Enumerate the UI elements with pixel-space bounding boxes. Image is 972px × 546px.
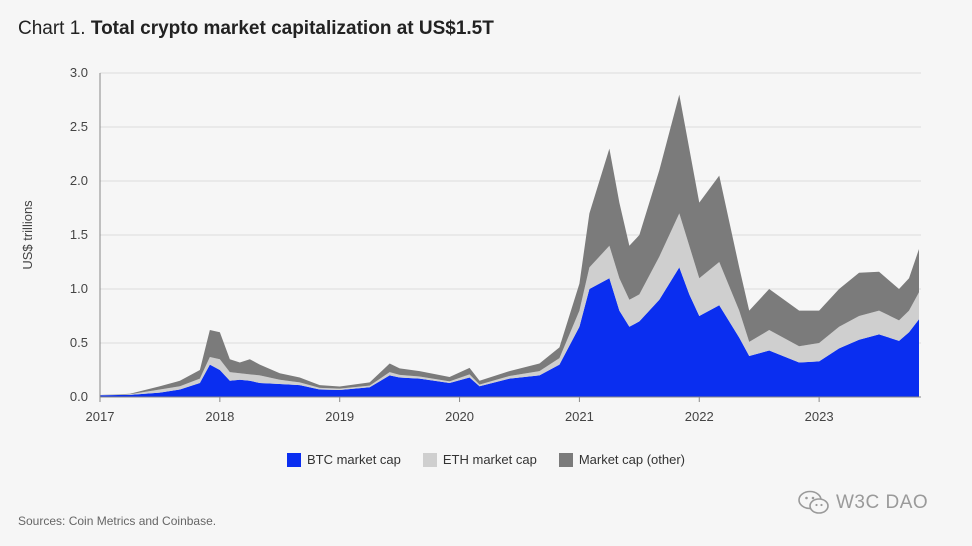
y-tick-label: 1.5 [70,227,88,242]
x-tick-label: 2017 [86,409,115,424]
area-btc [100,267,920,397]
chart-title: Chart 1. Total crypto market capitalizat… [18,18,494,40]
y-tick-label: 3.0 [70,65,88,80]
legend-swatch-eth [422,452,437,467]
legend-label-btc: BTC market cap [306,452,401,467]
wechat-icon [798,490,829,514]
x-tick-label: 2019 [325,409,354,424]
legend-item-btc: BTC market cap [286,452,401,467]
y-tick-label: 0.5 [70,335,88,350]
watermark: W3C DAO [798,490,928,516]
legend-label-eth: ETH market cap [442,452,537,467]
y-tick-label: 2.0 [70,173,88,188]
x-tick-label: 2018 [205,409,234,424]
axes: 0.0 0.5 1.0 1.5 2.0 2.5 3.0 US$ trillions 2017 20… [20,65,921,424]
chart-number: Chart 1. [18,18,86,39]
x-tick-label: 2023 [805,409,834,424]
legend-swatch-other [558,452,573,467]
y-tick-label: 0.0 [70,389,88,404]
legend-label-other: Market cap (other) [578,452,686,467]
x-tick-label: 2020 [445,409,474,424]
x-tick-label: 2021 [565,409,594,424]
watermark-text: W3C DAO [836,492,929,513]
y-tick-label: 1.0 [70,281,88,296]
x-tick-label: 2022 [685,409,714,424]
legend-swatch-btc [286,452,301,467]
stacked-areas [100,94,920,397]
legend-item-eth: ETH market cap [422,452,537,467]
legend-item-other: Market cap (other) [558,452,686,467]
chart-title-text: Total crypto market capitalization at US… [90,18,494,39]
y-axis-label: US$ trillions [20,200,35,270]
legend: BTC market cap ETH market cap Market cap… [0,452,972,467]
y-tick-label: 2.5 [70,119,88,134]
gridlines [100,72,921,344]
sources-note: Sources: Coin Metrics and Coinbase. [18,514,217,528]
